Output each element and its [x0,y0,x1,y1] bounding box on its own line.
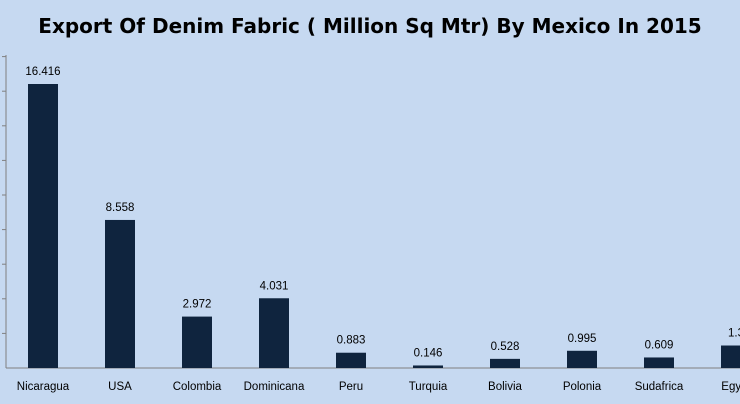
value-label-polonia: 0.995 [568,333,597,345]
bar-colombia [182,316,212,368]
category-label-colombia: Colombia [173,381,222,393]
category-label-sudafrica: Sudafrica [635,381,684,393]
bar-peru [336,352,366,368]
value-label-bolivia: 0.528 [491,341,520,353]
category-label-dominicana: Dominicana [244,381,305,393]
value-label-turquia: 0.146 [414,347,443,359]
y-axis-ticks [2,56,6,334]
value-label-egypt: 1.3 [728,328,740,340]
category-label-usa: USA [108,381,132,393]
bar-egypt [721,345,740,368]
bar-nicaragua [28,84,58,368]
category-label-peru: Peru [339,381,363,393]
value-label-peru: 0.883 [337,335,366,347]
category-label-turquia: Turquia [409,381,448,393]
bar-turquia [413,365,443,368]
category-label-egypt: Egypt [721,381,740,393]
value-label-colombia: 2.972 [183,299,212,311]
bar-bolivia [490,358,520,368]
bar-usa [105,219,135,368]
value-label-dominicana: 4.031 [260,280,289,292]
bars-group [28,84,740,368]
value-labels-group: 16.416 8.558 2.972 4.031 0.883 0.146 0.528 0.99… [25,66,740,359]
category-label-polonia: Polonia [563,381,602,393]
bar-dominicana [259,298,289,368]
chart-title: Export Of Denim Fabric ( Million Sq Mtr)… [38,14,701,38]
category-label-nicaragua: Nicaragua [17,381,70,393]
bar-sudafrica [644,357,674,368]
value-label-nicaragua: 16.416 [25,66,60,78]
bar-polonia [567,350,597,368]
value-label-sudafrica: 0.609 [645,339,674,351]
category-labels-group: Nicaragua USA Colombia Dominicana Peru Turqui… [17,381,740,393]
category-label-bolivia: Bolivia [488,381,522,393]
value-label-usa: 8.558 [106,202,135,214]
